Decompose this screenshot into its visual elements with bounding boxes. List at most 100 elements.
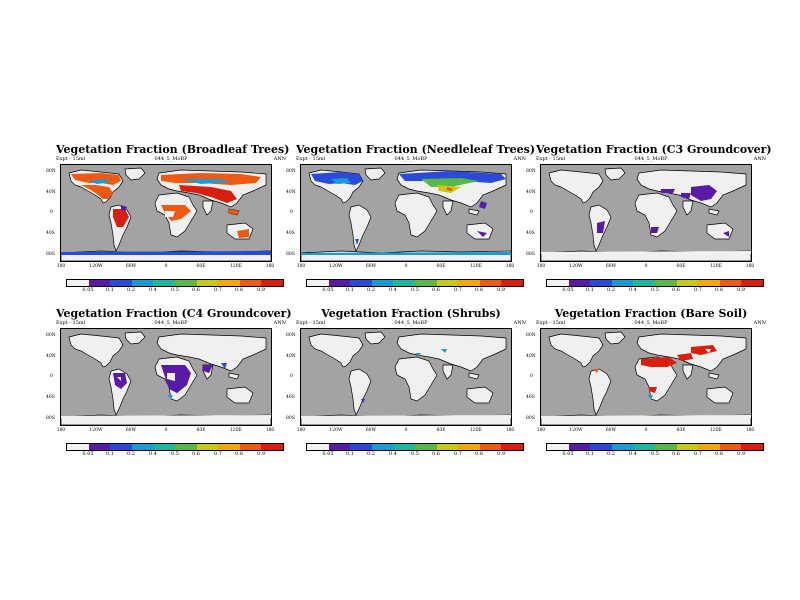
colorbar-segment (698, 444, 720, 450)
lon-label: 120W (89, 264, 103, 269)
subtitle-center: 044_5_MoBP (634, 320, 668, 326)
colorbar-label: 0.1 (106, 287, 114, 293)
colorbar-label: 0.4 (149, 451, 157, 457)
colorbar-label: 0.4 (629, 451, 637, 457)
colorbar-segment (328, 444, 351, 450)
lon-label: 60W (365, 264, 377, 269)
colorbar-label: 0.6 (192, 287, 200, 293)
colorbar-label: 0.2 (607, 287, 615, 293)
colorbar-label: 0.6 (672, 451, 680, 457)
lon-label: 180 (265, 264, 275, 269)
map-plot (60, 328, 272, 426)
colorbar-label: 0.1 (106, 451, 114, 457)
colorbar-segment (261, 280, 283, 286)
colorbar-label: 0.9 (497, 287, 505, 293)
lon-label: 120E (470, 428, 482, 433)
lon-label: 180 (745, 264, 755, 269)
colorbar (546, 443, 764, 451)
colorbar-label: 0.4 (149, 287, 157, 293)
colorbar-label: 0.05 (562, 451, 574, 457)
lon-label: 180 (296, 264, 306, 269)
colorbar-segment (436, 444, 459, 450)
lon-label: 60E (436, 264, 446, 269)
lon-label: 120W (569, 428, 583, 433)
colorbar-segment (307, 444, 329, 450)
colorbar-label: 0.8 (475, 287, 483, 293)
lon-label: 0 (404, 264, 408, 269)
lon-label: 120W (569, 264, 583, 269)
lat-label: 40N (286, 354, 296, 359)
colorbar-label: 0.7 (214, 451, 222, 457)
colorbar-segment (218, 444, 240, 450)
colorbar-label: 0.7 (454, 287, 462, 293)
lat-label: 80S (46, 416, 55, 421)
lat-label: 40N (526, 354, 536, 359)
lon-label: 0 (644, 264, 648, 269)
colorbar-segment (479, 280, 502, 286)
panel-shrubs: Vegetation Fraction (Shrubs) Expt - 15ml… (286, 307, 526, 477)
colorbar-segment (328, 280, 351, 286)
colorbar-segment (174, 280, 197, 286)
colorbar-label: 0.5 (171, 451, 179, 457)
colorbar-segment (458, 280, 480, 286)
lat-label: 0 (50, 210, 53, 215)
lat-label: 40S (526, 395, 535, 400)
colorbar-segment (654, 280, 677, 286)
subtitle-right: ANN (273, 320, 286, 326)
colorbar-segment (568, 444, 591, 450)
subtitle-left: Expt - 15ml (56, 156, 86, 162)
lon-label: 60W (125, 428, 137, 433)
colorbar-segment (547, 280, 569, 286)
colorbar-label: 0.9 (497, 451, 505, 457)
lat-label: 40N (46, 190, 56, 195)
subtitle-left: Expt - 15ml (536, 156, 566, 162)
subtitle-right: ANN (273, 156, 286, 162)
lat-label: 0 (290, 210, 293, 215)
lat-label: 80S (286, 416, 295, 421)
colorbar-label: 0.2 (127, 287, 135, 293)
lat-label: 40S (286, 231, 295, 236)
colorbar-segment (393, 280, 415, 286)
colorbar-segment (371, 444, 394, 450)
subtitle-right: ANN (513, 320, 526, 326)
colorbar-segment (698, 280, 720, 286)
lat-label: 0 (290, 374, 293, 379)
colorbar-label: 0.2 (367, 451, 375, 457)
colorbar-label: 0.1 (346, 451, 354, 457)
colorbar-label: 0.4 (389, 287, 397, 293)
map-plot (300, 328, 512, 426)
colorbar-label: 0.8 (235, 451, 243, 457)
colorbar-segment (654, 444, 677, 450)
colorbar-label: 0.8 (715, 287, 723, 293)
colorbar-label: 0.5 (411, 287, 419, 293)
map-plot (540, 164, 752, 262)
colorbar-segment (307, 280, 329, 286)
colorbar-segment (568, 280, 591, 286)
panel-c3-groundcover: Vegetation Fraction (C3 Groundcover) Exp… (526, 143, 772, 313)
colorbar-label: 0.8 (475, 451, 483, 457)
lat-label: 80N (46, 333, 56, 338)
colorbar-segment (741, 444, 763, 450)
colorbar-label: 0.5 (411, 451, 419, 457)
lon-label: 180 (56, 264, 66, 269)
lon-label: 60E (676, 428, 686, 433)
lon-label: 0 (644, 428, 648, 433)
subtitle-left: Expt - 15ml (296, 320, 326, 326)
colorbar-segment (676, 444, 699, 450)
subtitle-right: ANN (753, 156, 766, 162)
colorbar-label: 0.8 (715, 451, 723, 457)
colorbar-segment (547, 444, 569, 450)
lat-label: 80N (526, 333, 536, 338)
colorbar-segment (414, 280, 437, 286)
lat-label: 40S (526, 231, 535, 236)
lon-label: 180 (505, 428, 515, 433)
colorbar-segment (131, 444, 154, 450)
colorbar-label: 0.9 (737, 287, 745, 293)
panel-title: Vegetation Fraction (Broadleaf Trees) (56, 143, 290, 156)
colorbar-label: 0.7 (694, 287, 702, 293)
colorbar-segment (153, 280, 175, 286)
colorbar-label: 0.1 (346, 287, 354, 293)
lat-label: 80S (526, 252, 535, 257)
lat-label: 80N (46, 169, 56, 174)
colorbar-segment (110, 444, 132, 450)
